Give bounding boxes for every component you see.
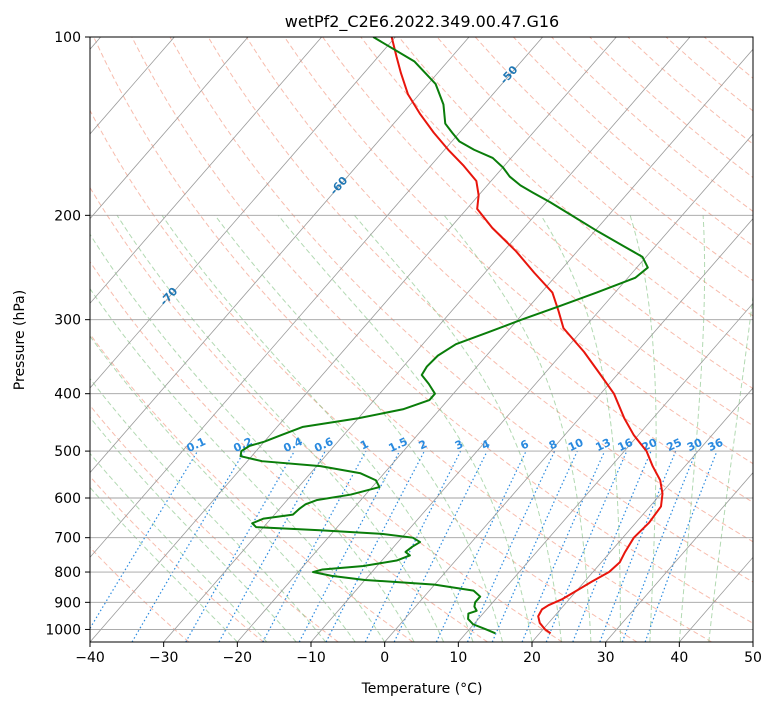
moist-adiabat [678,215,706,642]
mixing-ratio-label: 36 [706,436,726,454]
isotherm-line [458,302,753,642]
x-tick-label: 10 [449,650,467,666]
y-tick-label: 200 [54,208,81,224]
mixing-ratio-line [545,450,628,642]
isotherm-line [90,37,543,558]
dry-adiabat [90,475,264,642]
mixing-ratio-line [262,450,367,642]
mixing-ratio-line [218,450,326,642]
x-tick-label: −30 [149,650,179,666]
mixing-ratio-label: 16 [616,436,636,454]
dry-adiabat [93,37,712,642]
y-tick-label: 800 [54,565,81,581]
y-tick-label: 400 [54,387,81,403]
mixing-ratio-lines [90,450,718,642]
y-tick-label: 600 [54,491,81,507]
dewpoint-profile-line [239,37,649,635]
y-tick-label: 1000 [45,622,81,638]
moist-adiabat [90,416,297,642]
mixing-ratio-line [621,450,697,642]
y-axis-label: Pressure (hPa) [12,290,28,390]
grid-lines [90,37,753,642]
x-axis: −40 −30 −20 −10 0 10 20 30 40 50 [75,642,762,666]
moist-adiabat [90,486,238,642]
isotherm-line [90,37,396,389]
temperature-profile-line [390,37,664,635]
isotherm-line [90,37,322,304]
moist-adiabat [161,215,474,642]
moist-adiabat [90,377,327,642]
dry-adiabat [360,37,753,390]
x-tick-label: −20 [223,650,253,666]
isotherm-line [605,472,753,642]
moist-adiabat [540,215,621,642]
isotherm-line [90,37,617,642]
isotherm-line [163,37,691,642]
mixing-ratio-line [599,450,677,642]
plot-frame [89,36,754,643]
mixing-ratio-line [644,450,718,642]
mixing-ratio-line [521,450,606,642]
y-tick-label: 300 [54,313,81,329]
mixing-ratio-label: 13 [594,436,613,454]
dry-adiabat [131,37,753,624]
dry-adiabat [90,404,339,642]
moist-adiabat [116,215,445,642]
mixing-ratio-line [90,450,199,630]
x-tick-label: 50 [744,650,762,666]
mixing-ratio-label: 25 [665,436,684,454]
mixing-ratio-line [572,450,652,642]
isotherm-line [531,387,753,642]
moist-adiabat [90,233,415,642]
dry-adiabat [169,37,753,583]
moist-adiabat [708,292,753,642]
moist-adiabat [277,215,533,642]
x-axis-label: Temperature (°C) [361,681,483,697]
x-tick-label: 40 [670,650,688,666]
isotherm-line [237,48,753,642]
y-tick-label: 500 [54,444,81,460]
moist-adiabat [214,215,504,642]
dry-adiabat [322,37,753,427]
x-tick-label: 30 [597,650,615,666]
moist-adiabat [90,452,268,642]
moist-adiabat [90,287,386,642]
x-tick-label: 0 [380,650,389,666]
mixing-ratio-line [364,450,462,642]
y-tick-label: 700 [54,531,81,547]
isotherm-line [90,37,470,474]
y-axis: 100 200 300 400 500 600 700 800 900 1000 [45,30,90,638]
mixing-ratio-label: 10 [566,436,586,454]
dry-adiabat [436,37,753,317]
isotherm-line [90,37,249,220]
moist-adiabat [90,335,356,642]
dry-adiabat [90,186,563,642]
x-tick-label: −10 [296,650,326,666]
mixing-ratio-label: 30 [685,436,705,454]
x-tick-label: −40 [75,650,105,666]
y-tick-label: 100 [54,30,81,46]
dry-adiabat [90,260,488,642]
chart-title: wetPf2_C2E6.2022.349.00.47.G16 [285,12,559,32]
moist-adiabat [354,215,562,642]
moist-adiabats [90,215,753,642]
sounding-profiles [239,37,664,635]
x-tick-label: 20 [523,650,541,666]
moist-adiabat [629,215,657,642]
isotherm-line [384,218,753,642]
y-tick-label: 900 [54,595,81,611]
